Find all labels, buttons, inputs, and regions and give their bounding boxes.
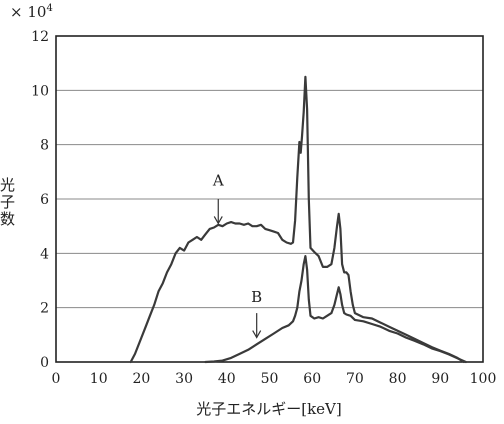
- series-line-a: [129, 75, 465, 364]
- annotation-arrowhead-a: [213, 216, 223, 225]
- x-tick-label: 80: [389, 371, 407, 387]
- annotation-label-a: A: [212, 171, 224, 189]
- y-tick-label: 12: [31, 29, 49, 45]
- x-tick-label: 40: [218, 371, 236, 387]
- series-lines: [129, 75, 467, 364]
- x-tick-labels: 0 10 20 30 40 50 60 70 80 90 100: [52, 371, 497, 387]
- x-tick-label: 100: [470, 371, 497, 387]
- annotation-label-b: B: [251, 288, 262, 306]
- y-tick-label: 0: [40, 355, 49, 371]
- x-tick-label: 20: [132, 371, 150, 387]
- grid-lines: [56, 89, 483, 309]
- x-tick-label: 70: [346, 371, 364, 387]
- y-axis-label-char-3: 数: [0, 210, 15, 228]
- annotations: AB: [212, 171, 262, 339]
- y-tick-label: 10: [31, 83, 49, 99]
- x-tick-label: 0: [52, 371, 61, 387]
- y-tick-label: 6: [40, 192, 49, 208]
- y-axis-label-char-1: 光: [0, 176, 15, 194]
- y-tick-label: 2: [40, 301, 49, 317]
- y-axis-label-char-2: 子: [0, 193, 15, 211]
- x-tick-label: 60: [303, 371, 321, 387]
- x-tick-label: 90: [431, 371, 449, 387]
- x-tick-label: 30: [175, 371, 193, 387]
- x-tick-label: 10: [90, 371, 108, 387]
- annotation-arrowhead-b: [252, 330, 262, 339]
- plot-frame: [55, 35, 484, 363]
- scale-label: × 104: [10, 3, 53, 21]
- x-tick-label: 50: [261, 371, 279, 387]
- y-tick-label: 4: [40, 246, 49, 262]
- y-tick-labels: 0 2 4 6 8 10 12: [31, 29, 49, 371]
- series-line-b: [204, 255, 467, 364]
- y-tick-label: 8: [40, 138, 49, 154]
- scale-exponent: 4: [46, 3, 52, 14]
- x-axis-label: 光子エネルギー[keV]: [196, 400, 342, 418]
